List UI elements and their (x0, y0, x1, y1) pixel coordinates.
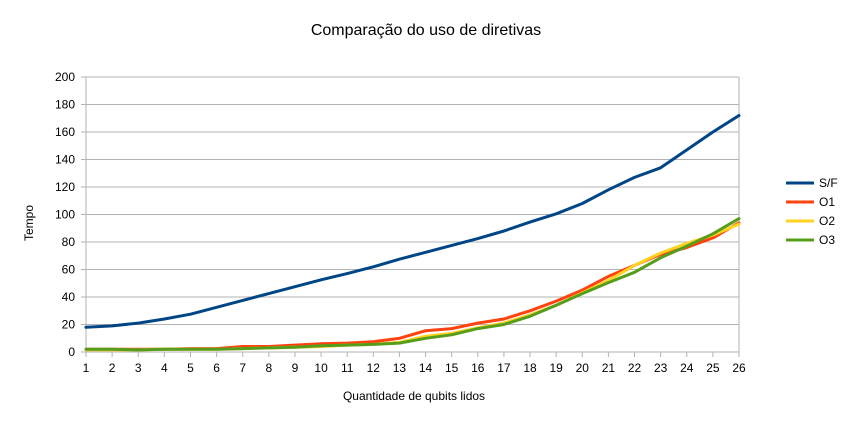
x-tick-label: 20 (576, 361, 590, 375)
gridlines (85, 76, 740, 353)
y-tick-label: 140 (55, 153, 75, 167)
x-tick-label: 22 (628, 361, 642, 375)
x-tick-label: 13 (393, 361, 407, 375)
x-tick-label: 25 (706, 361, 720, 375)
y-tick-label: 20 (62, 318, 76, 332)
x-tick-label: 1 (83, 361, 90, 375)
x-tick-label: 19 (549, 361, 563, 375)
y-tick-label: 180 (55, 98, 75, 112)
y-tick-label: 0 (68, 345, 75, 359)
x-tick-label: 16 (471, 361, 485, 375)
y-axis-label: Tempo (22, 205, 36, 241)
y-axis-ticks: 0 20 40 60 80 100 120 140 160 180 200 (55, 70, 86, 359)
x-tick-label: 15 (445, 361, 459, 375)
legend: S/F O1 O2 O3 (786, 176, 838, 247)
x-tick-label: 11 (341, 361, 354, 375)
y-tick-label: 120 (55, 180, 75, 194)
x-tick-label: 23 (654, 361, 668, 375)
x-tick-label: 18 (523, 361, 537, 375)
legend-label: O2 (819, 214, 835, 228)
x-tick-label: 8 (265, 361, 272, 375)
y-tick-label: 80 (62, 235, 76, 249)
y-tick-label: 100 (55, 208, 75, 222)
x-tick-label: 24 (680, 361, 694, 375)
series-line-o3 (84, 217, 741, 352)
y-tick-label: 160 (55, 125, 75, 139)
x-tick-label: 4 (161, 361, 168, 375)
x-axis-ticks: 1 2 3 4 5 6 7 8 9 10 11 12 13 14 15 16 17 18 19 20 21 22 23 24 2… (83, 352, 746, 375)
y-tick-label: 40 (62, 290, 76, 304)
x-axis-label: Quantidade de qubits lidos (343, 389, 485, 403)
x-tick-label: 10 (314, 361, 328, 375)
legend-label: O1 (819, 195, 835, 209)
x-tick-label: 3 (135, 361, 142, 375)
y-tick-label: 200 (55, 70, 75, 84)
series-line-o2 (84, 222, 741, 352)
x-tick-label: 7 (239, 361, 246, 375)
series-lines (84, 114, 741, 352)
x-tick-label: 5 (187, 361, 194, 375)
x-tick-label: 12 (367, 361, 381, 375)
series-line-s-f (84, 114, 741, 329)
chart-title: Comparação do uso de diretivas (311, 22, 541, 39)
legend-label: O3 (819, 233, 835, 247)
x-tick-label: 26 (732, 361, 746, 375)
legend-label: S/F (819, 176, 838, 190)
x-tick-label: 2 (109, 361, 116, 375)
x-tick-label: 17 (497, 361, 511, 375)
x-tick-label: 6 (213, 361, 220, 375)
x-tick-label: 9 (292, 361, 299, 375)
x-tick-label: 14 (419, 361, 433, 375)
y-tick-label: 60 (62, 263, 76, 277)
x-tick-label: 21 (602, 361, 616, 375)
